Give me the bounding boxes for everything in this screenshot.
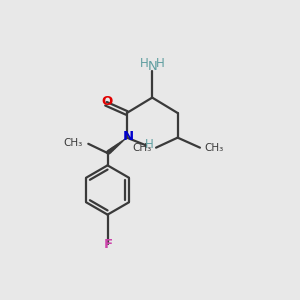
Text: O: O	[101, 95, 112, 108]
Text: H: H	[145, 138, 154, 151]
Text: CH₃: CH₃	[205, 143, 224, 153]
Text: CH₃: CH₃	[132, 143, 152, 153]
Text: F: F	[104, 238, 113, 251]
Text: H: H	[155, 57, 164, 70]
Text: CH₃: CH₃	[64, 138, 83, 148]
Text: H: H	[140, 57, 149, 70]
Text: N: N	[123, 130, 134, 142]
Text: N: N	[147, 60, 157, 73]
